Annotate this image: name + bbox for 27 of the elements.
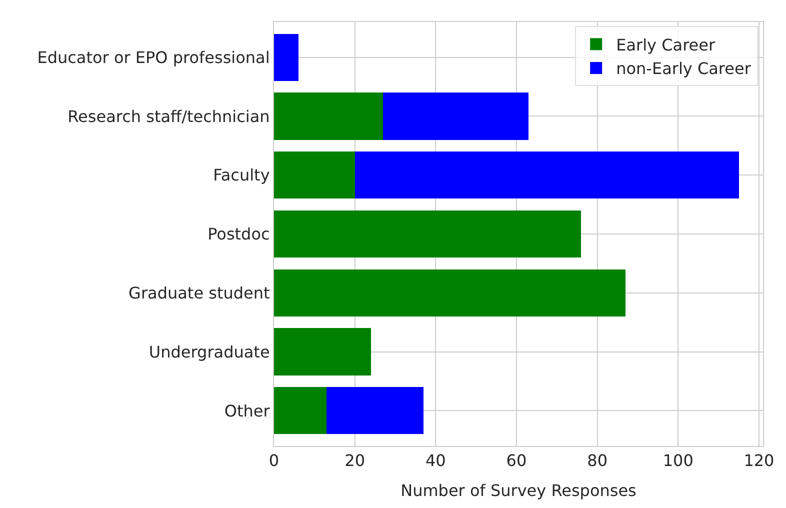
- bar: [274, 152, 355, 199]
- legend-label: non-Early Career: [616, 59, 752, 78]
- bar: [274, 210, 582, 258]
- x-axis-title: Number of Survey Responses: [400, 480, 636, 500]
- bar: [274, 328, 371, 376]
- x-tick-label: 40: [425, 451, 446, 470]
- legend-label: Early Career: [616, 35, 716, 54]
- bar: [326, 387, 424, 434]
- y-tick-label: Faculty: [213, 166, 270, 185]
- y-tick-label: Postdoc: [208, 224, 270, 244]
- bar: [274, 34, 298, 81]
- y-tick-label: Research staff/technician: [68, 106, 270, 126]
- x-tick-label: 60: [506, 451, 527, 470]
- x-tick-label: 20: [344, 451, 366, 470]
- y-tick-label: Educator or EPO professional: [37, 48, 270, 67]
- x-tick-label: 80: [587, 451, 608, 470]
- y-tick-label: Undergraduate: [148, 342, 270, 362]
- y-tick-label: Other: [224, 401, 270, 420]
- y-tick-label: Graduate student: [128, 283, 270, 302]
- bar: [274, 387, 327, 434]
- bar: [383, 92, 529, 140]
- x-tick-label: 120: [744, 451, 774, 470]
- bar: [354, 152, 739, 199]
- x-tick-label: 0: [268, 451, 280, 470]
- bar: [274, 92, 384, 140]
- x-tick-label: 100: [662, 451, 694, 470]
- bar: [274, 269, 626, 316]
